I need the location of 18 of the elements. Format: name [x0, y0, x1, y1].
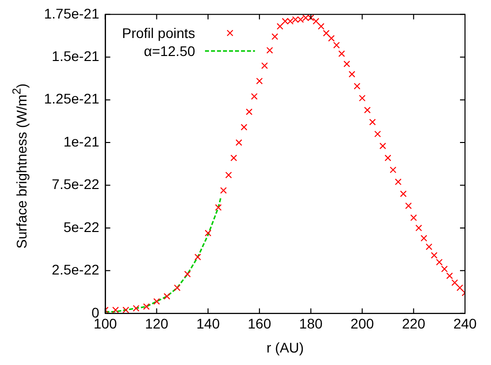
y-tick-label: 2.5e-22 — [52, 262, 100, 278]
x-axis-title: r (AU) — [266, 339, 304, 356]
x-tick-label: 180 — [299, 316, 323, 332]
legend-label: α=12.50 — [144, 43, 196, 59]
x-tick-label: 140 — [196, 316, 220, 332]
x-tick-label: 120 — [144, 316, 169, 332]
legend-label: Profil points — [122, 25, 196, 41]
y-tick-label: 0 — [91, 304, 100, 320]
y-tick-label: 7.5e-22 — [52, 176, 100, 192]
y-tick-label: 1.75e-21 — [44, 5, 100, 22]
x-tick-label: 220 — [402, 316, 426, 332]
y-tick-label: 1.5e-21 — [52, 48, 100, 64]
x-tick-label: 200 — [350, 316, 374, 332]
y-tick-label: 1e-21 — [63, 133, 100, 150]
x-tick-label: 160 — [248, 316, 272, 332]
y-tick-label: 5e-22 — [63, 218, 100, 235]
x-tick-label: 240 — [453, 316, 477, 332]
y-tick-label: 1.25e-21 — [44, 90, 100, 107]
